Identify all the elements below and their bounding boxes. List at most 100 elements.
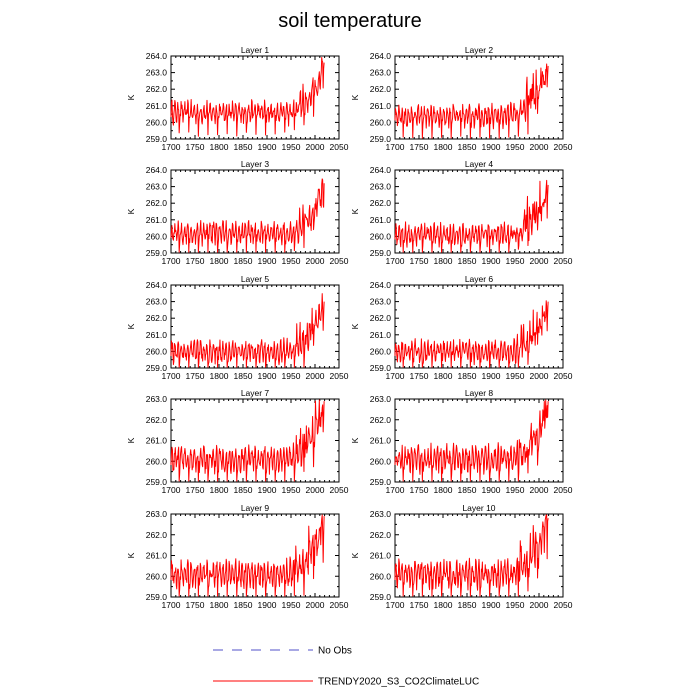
y-axis-label: K bbox=[350, 552, 360, 558]
x-tick-label: 1700 bbox=[162, 485, 181, 495]
x-tick-label: 2050 bbox=[330, 142, 349, 152]
x-tick-label: 1850 bbox=[234, 142, 253, 152]
x-tick-label: 1950 bbox=[282, 600, 301, 610]
x-tick-label: 1700 bbox=[162, 142, 181, 152]
x-tick-label: 1800 bbox=[210, 371, 229, 381]
x-tick-label: 1850 bbox=[458, 600, 477, 610]
series-line-model bbox=[394, 63, 549, 139]
y-tick-label: 261.0 bbox=[370, 330, 392, 340]
panel-4: Layer 4 K 1700 1750 1800 1850 1900 1950 2000 2050… bbox=[350, 159, 573, 266]
x-tick-label: 2050 bbox=[330, 371, 349, 381]
y-tick-label: 261.0 bbox=[146, 551, 168, 561]
x-tick-label: 1750 bbox=[410, 142, 429, 152]
y-axis-label: K bbox=[350, 94, 360, 100]
series-line-model bbox=[170, 293, 325, 368]
y-tick-label: 260.0 bbox=[370, 231, 392, 241]
y-tick-label: 260.0 bbox=[370, 456, 392, 466]
x-tick-label: 1700 bbox=[386, 142, 405, 152]
y-tick-label: 263.0 bbox=[146, 509, 168, 519]
x-tick-label: 2000 bbox=[530, 371, 549, 381]
y-tick-label: 263.0 bbox=[146, 394, 168, 404]
panel-2: Layer 2 K 1700 1750 1800 1850 1900 1950 2000 2050… bbox=[350, 45, 573, 152]
series-line-model bbox=[394, 514, 549, 597]
x-tick-label: 2050 bbox=[554, 371, 573, 381]
x-tick-label: 2050 bbox=[554, 142, 573, 152]
panel-8: Layer 8 K 1700 1750 1800 1850 1900 1950 2000 2050… bbox=[350, 388, 573, 495]
series-line-model bbox=[394, 300, 549, 368]
x-tick-label: 2000 bbox=[306, 256, 325, 266]
x-tick-label: 1750 bbox=[410, 485, 429, 495]
x-tick-label: 1850 bbox=[234, 256, 253, 266]
x-tick-label: 1850 bbox=[234, 600, 253, 610]
x-tick-label: 1750 bbox=[410, 600, 429, 610]
y-tick-label: 263.0 bbox=[146, 182, 168, 192]
y-tick-label: 259.0 bbox=[146, 363, 168, 373]
y-tick-label: 261.0 bbox=[370, 436, 392, 446]
x-tick-label: 2000 bbox=[530, 600, 549, 610]
panel-title: Layer 2 bbox=[465, 45, 494, 55]
y-tick-label: 263.0 bbox=[370, 68, 392, 78]
y-tick-label: 262.0 bbox=[370, 415, 392, 425]
x-tick-label: 1700 bbox=[162, 600, 181, 610]
x-tick-label: 1700 bbox=[386, 371, 405, 381]
series-line-model bbox=[394, 399, 549, 482]
x-tick-label: 1800 bbox=[434, 256, 453, 266]
x-tick-label: 1950 bbox=[506, 600, 525, 610]
panel-title: Layer 9 bbox=[241, 503, 270, 513]
x-tick-label: 1800 bbox=[210, 256, 229, 266]
y-tick-label: 259.0 bbox=[370, 592, 392, 602]
x-tick-label: 1850 bbox=[234, 371, 253, 381]
y-tick-label: 261.0 bbox=[370, 215, 392, 225]
y-tick-label: 263.0 bbox=[370, 394, 392, 404]
x-tick-label: 1700 bbox=[386, 256, 405, 266]
y-tick-label: 260.0 bbox=[146, 571, 168, 581]
x-tick-label: 2050 bbox=[554, 256, 573, 266]
panel-title: Layer 3 bbox=[241, 159, 270, 169]
panel-title: Layer 1 bbox=[241, 45, 270, 55]
y-tick-label: 264.0 bbox=[146, 280, 168, 290]
x-tick-label: 1850 bbox=[458, 142, 477, 152]
x-tick-label: 1800 bbox=[210, 600, 229, 610]
y-axis-label: K bbox=[126, 208, 136, 214]
x-tick-label: 1800 bbox=[210, 485, 229, 495]
y-tick-label: 261.0 bbox=[146, 101, 168, 111]
panel-1: Layer 1 K 1700 1750 1800 1850 1900 1950 2000 2050… bbox=[126, 45, 349, 152]
x-tick-label: 1750 bbox=[186, 256, 205, 266]
y-tick-label: 262.0 bbox=[146, 84, 168, 94]
x-tick-label: 2000 bbox=[530, 256, 549, 266]
y-tick-label: 260.0 bbox=[370, 117, 392, 127]
x-tick-label: 1750 bbox=[410, 371, 429, 381]
y-tick-label: 262.0 bbox=[146, 415, 168, 425]
figure-title: soil temperature bbox=[278, 10, 421, 32]
series-line-model bbox=[170, 56, 325, 137]
y-tick-label: 261.0 bbox=[146, 436, 168, 446]
x-tick-label: 1850 bbox=[458, 371, 477, 381]
x-tick-label: 2050 bbox=[330, 600, 349, 610]
x-tick-label: 1900 bbox=[258, 485, 277, 495]
x-tick-label: 1800 bbox=[434, 371, 453, 381]
x-tick-label: 2000 bbox=[306, 371, 325, 381]
panel-title: Layer 6 bbox=[465, 274, 494, 284]
panel-title: Layer 4 bbox=[465, 159, 494, 169]
x-tick-label: 2050 bbox=[554, 600, 573, 610]
x-tick-label: 1950 bbox=[282, 142, 301, 152]
y-tick-label: 260.0 bbox=[146, 456, 168, 466]
x-tick-label: 1950 bbox=[282, 371, 301, 381]
y-tick-label: 263.0 bbox=[370, 297, 392, 307]
x-tick-label: 1900 bbox=[482, 256, 501, 266]
x-tick-label: 1700 bbox=[162, 256, 181, 266]
legend: No Obs TRENDY2020_S3_CO2ClimateLUC bbox=[213, 646, 479, 688]
x-tick-label: 2050 bbox=[330, 485, 349, 495]
y-tick-label: 261.0 bbox=[146, 215, 168, 225]
y-tick-label: 262.0 bbox=[370, 313, 392, 323]
series-line-model bbox=[170, 514, 325, 597]
x-tick-label: 1900 bbox=[482, 142, 501, 152]
y-tick-label: 263.0 bbox=[370, 509, 392, 519]
x-tick-label: 1750 bbox=[186, 485, 205, 495]
x-tick-label: 1900 bbox=[482, 371, 501, 381]
x-tick-label: 1750 bbox=[410, 256, 429, 266]
x-tick-label: 1950 bbox=[282, 485, 301, 495]
y-tick-label: 260.0 bbox=[146, 346, 168, 356]
x-tick-label: 2000 bbox=[306, 600, 325, 610]
panels-grid: Layer 1 K 1700 1750 1800 1850 1900 1950 2000 2050… bbox=[126, 45, 573, 610]
